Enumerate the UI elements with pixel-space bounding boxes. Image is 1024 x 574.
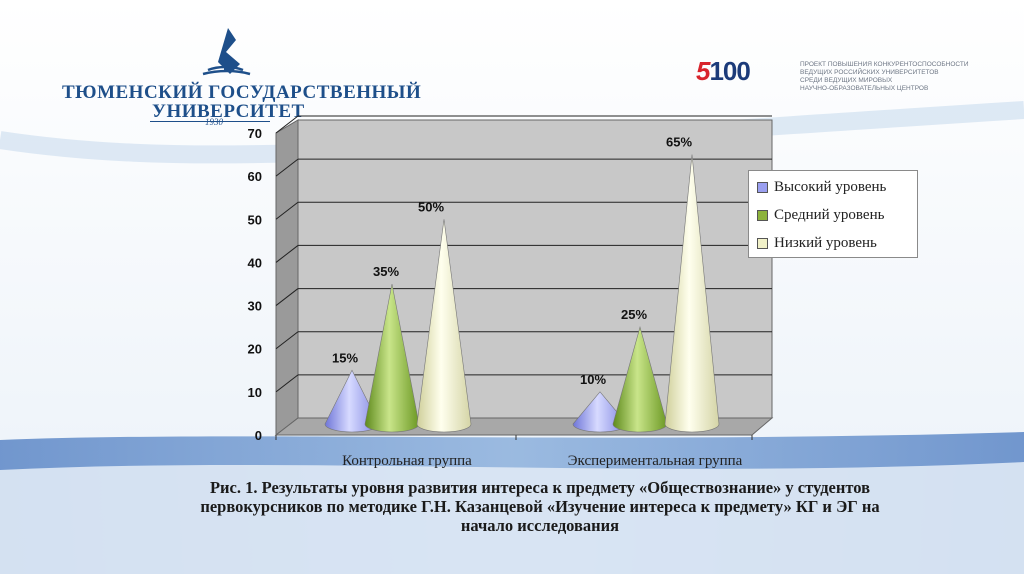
chart-legend: Высокий уровень Средний уровень Низкий у… — [748, 170, 918, 258]
value-label: 15% — [332, 350, 358, 365]
caption-line2: первокурсников по методике Г.Н. Казанцев… — [200, 497, 880, 516]
category-label: Контрольная группа — [342, 453, 472, 469]
legend-swatch-low — [757, 237, 768, 249]
gridline — [275, 331, 299, 350]
figure-caption: Рис. 1. Результаты уровня развития интер… — [60, 478, 1020, 535]
logo-5100-suffix: 100 — [709, 56, 750, 86]
legend-item-low: Низкий уровень — [757, 233, 877, 253]
legend-swatch-medium — [757, 209, 768, 221]
y-tick-label: 50 — [248, 212, 262, 227]
project-line: СРЕДИ ВЕДУЩИХ МИРОВЫХ — [800, 77, 893, 84]
value-label: 35% — [373, 264, 399, 279]
y-tick-label: 0 — [255, 428, 262, 443]
legend-item-medium: Средний уровень — [757, 205, 884, 225]
category-label: Экспериментальная группа — [568, 453, 743, 469]
project-description: ПРОЕКТ ПОВЫШЕНИЯ КОНКУРЕНТОСПОСОБНОСТИ В… — [800, 61, 1000, 93]
gridline — [275, 374, 299, 393]
cone-low — [416, 219, 472, 433]
y-tick-label: 30 — [248, 299, 262, 314]
cone-low-body — [416, 219, 472, 433]
value-label: 65% — [666, 135, 692, 150]
legend-label-low: Низкий уровень — [774, 234, 877, 251]
y-tick-label: 60 — [248, 169, 262, 184]
value-label: 10% — [580, 372, 606, 387]
legend-swatch-high — [757, 181, 768, 193]
legend-label-medium: Средний уровень — [774, 206, 885, 223]
project-line: ПРОЕКТ ПОВЫШЕНИЯ КОНКУРЕНТОСПОСОБНОСТИ — [800, 61, 969, 68]
university-logo-icon — [202, 28, 251, 76]
value-label: 25% — [621, 307, 647, 322]
legend-item-high: Высокий уровень — [757, 177, 886, 197]
y-axis-ticks: 0 10 20 30 40 50 60 70 — [248, 126, 262, 443]
gridline — [275, 288, 299, 306]
caption-line1: Рис. 1. Результаты уровня развития интер… — [209, 478, 871, 497]
y-tick-label: 70 — [248, 126, 262, 141]
gridline — [275, 245, 299, 263]
gridline — [275, 115, 299, 134]
cone-low — [664, 154, 720, 433]
value-label: 50% — [418, 199, 444, 214]
gridline — [275, 158, 299, 177]
university-name-line2: УНИВЕРСИТЕТ — [152, 101, 305, 122]
university-year: 1930 — [205, 117, 223, 127]
gridline — [275, 201, 299, 220]
logo-5100: 5100 — [696, 56, 751, 87]
value-labels: 15% 35% 50% 10% 25% 65% — [332, 135, 692, 387]
project-line: НАУЧНО-ОБРАЗОВАТЕЛЬНЫХ ЦЕНТРОВ — [800, 85, 929, 92]
y-tick-label: 20 — [248, 342, 262, 357]
university-rule — [150, 121, 270, 122]
category-labels: Контрольная группа Экспериментальная груп… — [275, 435, 753, 469]
project-line: ВЕДУЩИХ РОССИЙСКИХ УНИВЕРСИТЕТОВ — [800, 69, 939, 76]
logo-5100-prefix: 5 — [696, 56, 711, 86]
y-tick-label: 40 — [248, 255, 262, 270]
cones — [324, 154, 720, 433]
university-name-line1: ТЮМЕНСКИЙ ГОСУДАРСТВЕННЫЙ — [62, 82, 422, 103]
legend-label-high: Высокий уровень — [774, 178, 887, 195]
y-tick-label: 10 — [248, 385, 262, 400]
caption-line3: начало исследования — [460, 516, 620, 535]
cone-low-body — [664, 154, 720, 433]
